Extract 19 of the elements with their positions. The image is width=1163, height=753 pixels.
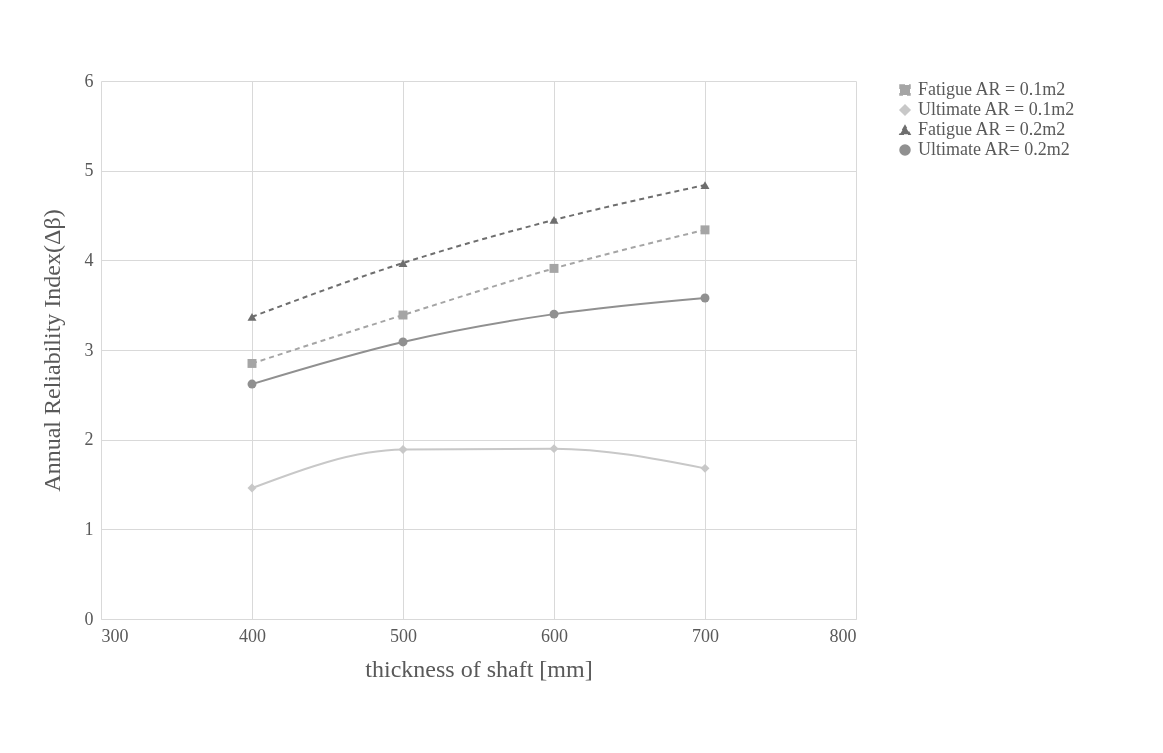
legend-label: Fatigue AR = 0.1m2	[918, 79, 1066, 99]
y-tick-label: 6	[84, 70, 94, 91]
x-tick-label: 700	[692, 625, 719, 646]
x-tick-label: 800	[829, 625, 857, 646]
y-tick-label: 4	[84, 249, 94, 270]
y-axis-title: Annual Reliability Index(Δβ)	[38, 209, 65, 492]
x-tick-label: 500	[390, 625, 417, 646]
legend-label: Ultimate AR= 0.2m2	[918, 139, 1070, 159]
y-tick-label: 2	[84, 429, 94, 450]
x-tick-label: 300	[101, 625, 129, 646]
x-axis-title: thickness of shaft [mm]	[365, 655, 593, 682]
y-tick-label: 0	[84, 608, 94, 629]
legend-label: Ultimate AR = 0.1m2	[918, 99, 1075, 119]
y-tick-label: 1	[84, 518, 94, 539]
x-tick-label: 600	[541, 625, 568, 646]
legend-label: Fatigue AR = 0.2m2	[918, 119, 1066, 139]
y-tick-label: 3	[84, 339, 94, 360]
y-tick-label: 5	[84, 160, 94, 181]
x-tick-label: 400	[239, 625, 266, 646]
